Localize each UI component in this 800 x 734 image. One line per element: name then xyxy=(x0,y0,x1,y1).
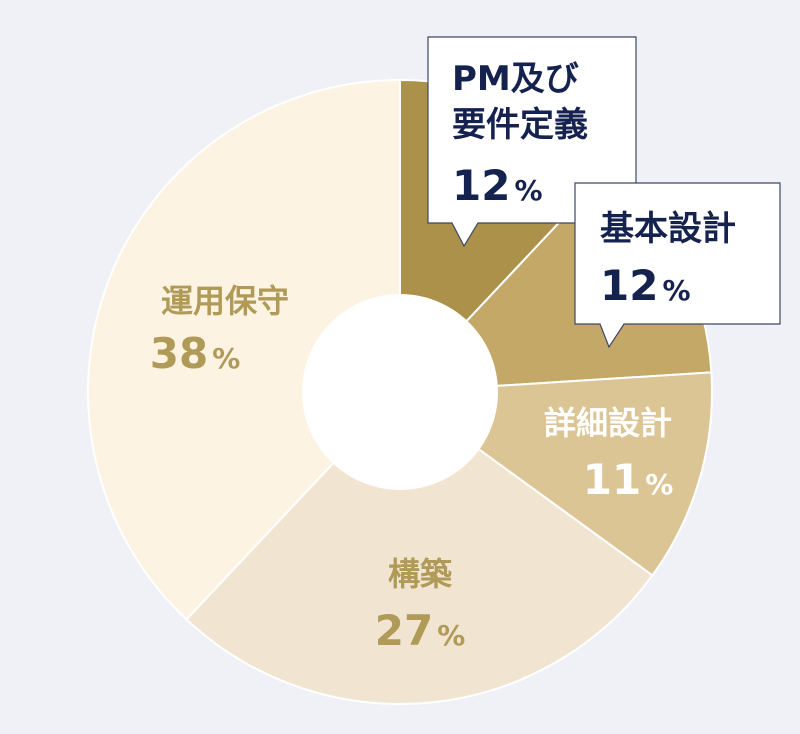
slice-value-2: 11% xyxy=(583,455,674,504)
slice-3 xyxy=(185,390,654,706)
slice-name-0-line-0: PM及び xyxy=(452,59,579,99)
slice-value-4: 38% xyxy=(150,329,241,378)
donut-hole xyxy=(302,294,498,490)
slice-label-4: 運用保守 38% xyxy=(150,282,289,378)
slice-value-unit-3: % xyxy=(437,619,465,652)
slice-label-1: 基本設計 12% xyxy=(574,182,781,349)
slice-4 xyxy=(87,78,401,621)
slice-value-number-2: 11 xyxy=(583,455,641,504)
slice-value-unit-2: % xyxy=(645,468,673,501)
slice-value-unit-1: % xyxy=(662,274,690,307)
slice-value-number-0: 12 xyxy=(452,161,510,210)
slice-value-1: 12% xyxy=(600,261,691,310)
slice-value-number-1: 12 xyxy=(600,261,658,310)
slice-value-0: 12% xyxy=(452,161,543,210)
slice-value-number-3: 27 xyxy=(375,606,433,655)
slice-value-3: 27% xyxy=(375,606,466,655)
slice-label-3: 構築 27% xyxy=(375,555,466,655)
slice-name-2: 詳細設計 xyxy=(544,404,672,442)
slice-name-3: 構築 xyxy=(388,555,453,593)
slice-value-unit-0: % xyxy=(514,174,542,207)
slice-label-2: 詳細設計 11% xyxy=(544,404,673,504)
callout-box-1 xyxy=(574,182,781,349)
slice-value-number-4: 38 xyxy=(150,329,208,378)
slice-name-0-line-1: 要件定義 xyxy=(452,105,588,145)
slice-name-1: 基本設計 xyxy=(600,209,736,249)
slice-name-4: 運用保守 xyxy=(161,282,289,320)
slice-value-unit-4: % xyxy=(212,342,240,375)
